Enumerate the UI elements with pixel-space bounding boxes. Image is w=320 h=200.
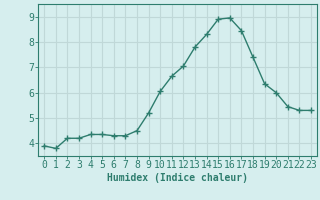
X-axis label: Humidex (Indice chaleur): Humidex (Indice chaleur)	[107, 173, 248, 183]
